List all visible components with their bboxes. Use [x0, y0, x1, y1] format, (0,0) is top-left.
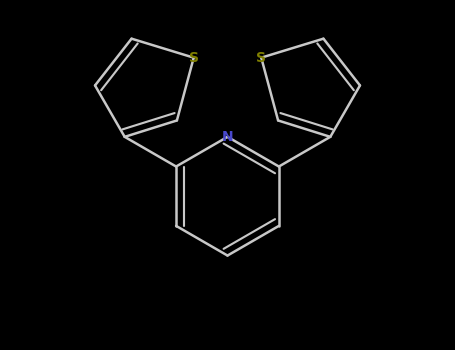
Text: S: S	[189, 51, 199, 65]
Text: S: S	[256, 51, 266, 65]
Text: N: N	[222, 130, 233, 144]
